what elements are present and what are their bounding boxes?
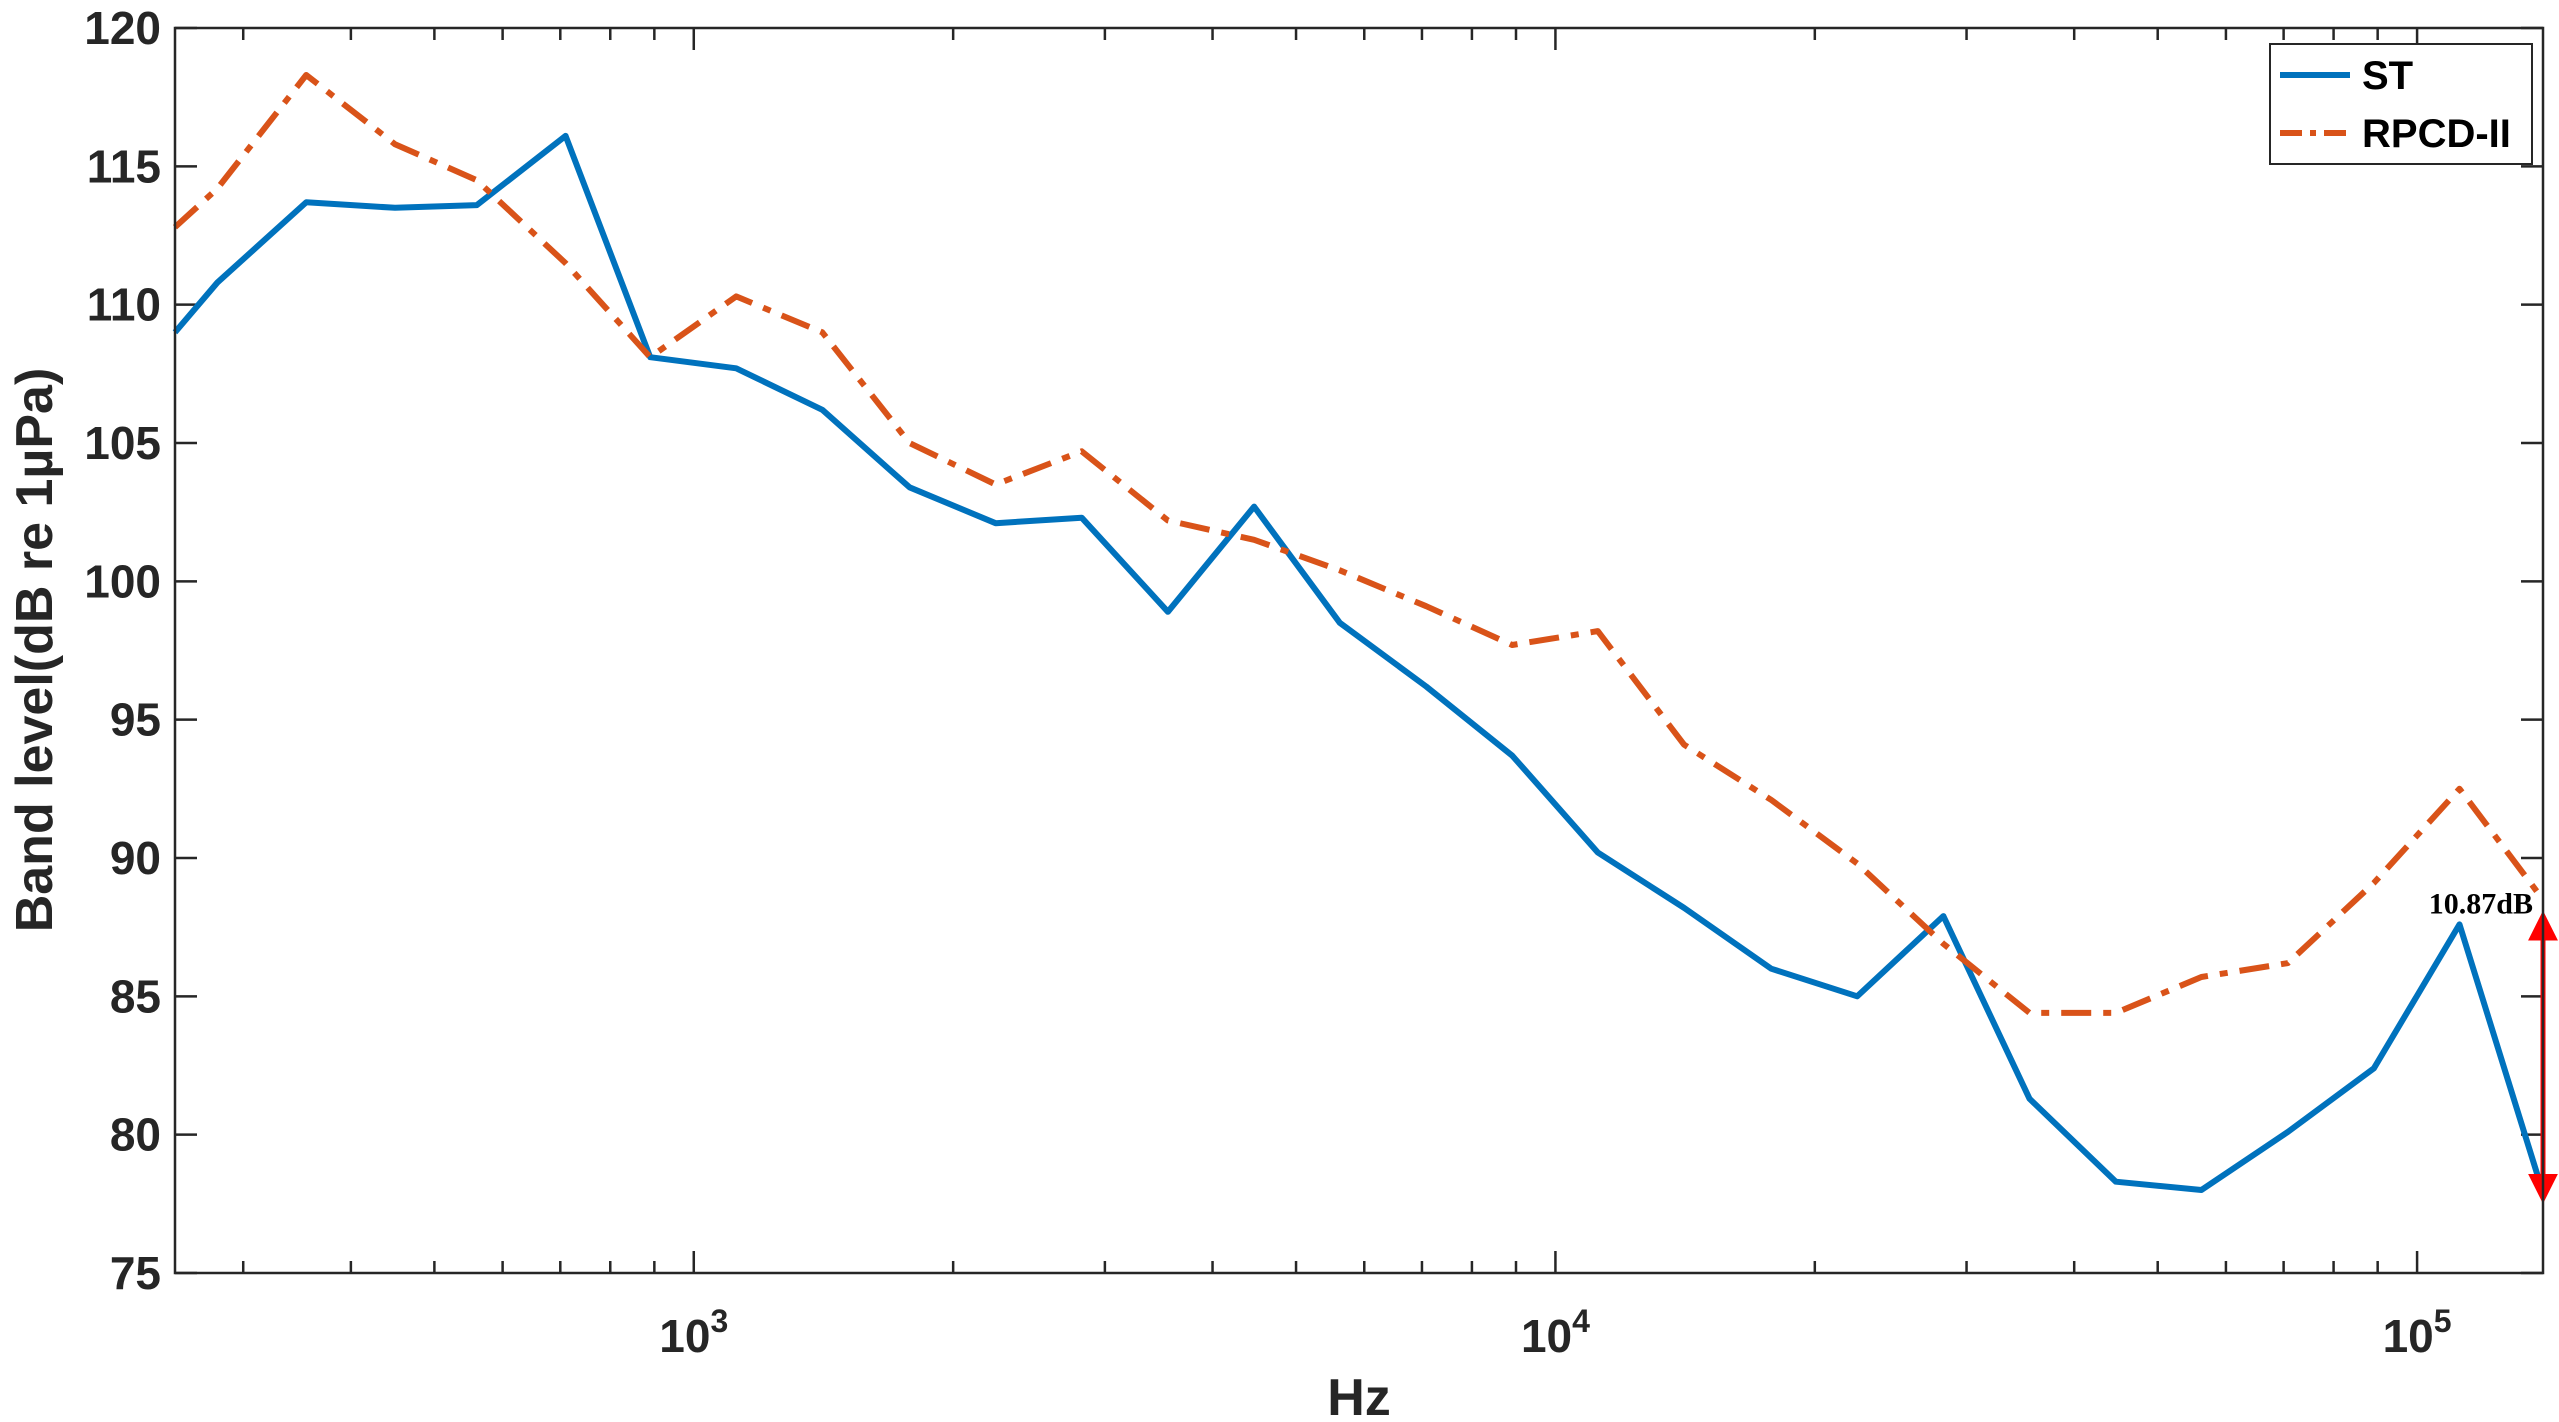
x-axis-ticks: 103 104 105 <box>241 28 2452 1362</box>
y-tick-label: 95 <box>110 694 161 746</box>
plot-area <box>175 28 2543 1273</box>
series-layer <box>172 72 2546 1194</box>
difference-label: 10.87dB <box>2429 888 2533 921</box>
x-tick-label: 103 <box>659 1303 728 1362</box>
series-line-rpcd-ii <box>172 72 2546 1016</box>
legend-box <box>2269 43 2533 165</box>
y-axis-title: Band level(dB re 1µPa) <box>6 368 64 933</box>
y-tick-label: 80 <box>110 1109 161 1161</box>
series-line-st <box>172 132 2546 1194</box>
legend-label-st: ST <box>2362 54 2413 98</box>
y-tick-label: 85 <box>110 970 161 1022</box>
plot-frame <box>173 26 2545 1275</box>
y-tick-label: 105 <box>84 417 161 469</box>
x-axis-title: Hz <box>1327 1369 1391 1422</box>
y-tick-label: 75 <box>110 1247 161 1299</box>
x-tick-label: 105 <box>2383 1303 2452 1362</box>
y-tick-label: 120 <box>84 2 161 54</box>
y-tick-label: 115 <box>87 140 161 192</box>
y-tick-label: 90 <box>110 832 161 884</box>
x-tick-label: 104 <box>1521 1303 1590 1362</box>
y-axis-ticks: 75 80 85 90 95 100 105 110 115 120 <box>84 2 2543 1299</box>
y-tick-label: 100 <box>84 555 161 607</box>
legend: ST RPCD-II <box>2269 43 2533 165</box>
y-tick-label: 110 <box>87 279 161 331</box>
legend-label-rpcd-ii: RPCD-II <box>2362 112 2511 156</box>
